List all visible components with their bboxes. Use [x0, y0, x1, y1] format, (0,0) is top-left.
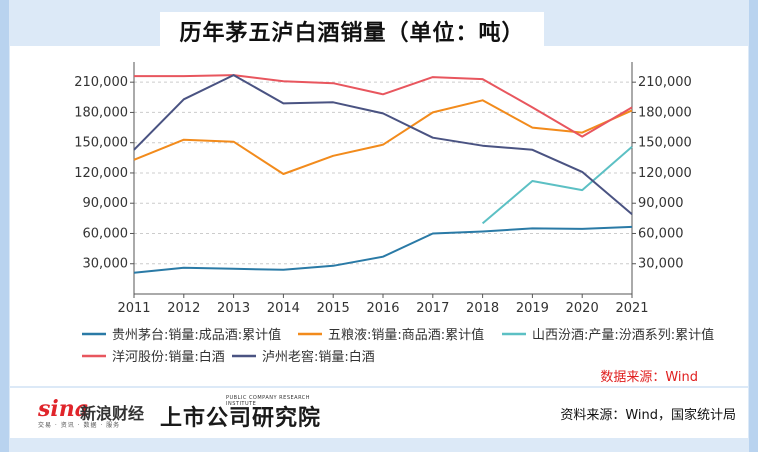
series-line-1 — [133, 225, 633, 274]
legend-label-1: 贵州茅台:销量:成品酒:累计值 — [112, 327, 281, 343]
y-tick-label-right: 60,000 — [638, 226, 684, 241]
y-tick-label-right: 210,000 — [638, 75, 692, 90]
y-tick-label-left: 120,000 — [74, 166, 128, 181]
y-tick-label-right: 120,000 — [638, 166, 692, 181]
series-line-2 — [133, 99, 633, 175]
x-tick-label: 2017 — [416, 301, 449, 316]
y-tick-label-left: 180,000 — [74, 105, 128, 120]
footer: sina 新浪财经 交易 · 资讯 · 数据 · 服务 PUBLIC COMPA… — [10, 388, 748, 438]
y-tick-label-right: 30,000 — [638, 257, 684, 272]
series-line-4 — [134, 74, 633, 138]
research-logo-name: 上市公司研究院 — [160, 405, 322, 431]
x-tick-label: 2015 — [317, 301, 350, 316]
series-line-5 — [133, 74, 633, 216]
sina-logo-mark: sina — [38, 396, 89, 422]
y-tick-label-left: 210,000 — [74, 75, 128, 90]
chart-panel: 30,000 30,000 60,000 60,000 90,000 90,000 120,… — [10, 46, 748, 386]
x-tick-label: 2020 — [566, 301, 599, 316]
y-tick-label-left: 150,000 — [74, 136, 128, 151]
y-tick-label-left: 30,000 — [83, 257, 129, 272]
sina-logo-subtitle: 交易 · 资讯 · 数据 · 服务 — [38, 422, 121, 429]
x-tick-label: 2019 — [516, 301, 549, 316]
x-tick-label: 2013 — [217, 301, 250, 316]
chart-title: 历年茅五泸白酒销量（单位：吨） — [160, 12, 544, 50]
x-tick-label: 2014 — [267, 301, 300, 316]
y-tick-label-right: 90,000 — [638, 196, 684, 211]
y-tick-label-left: 60,000 — [83, 226, 129, 241]
legend-label-4: 洋河股份:销量:白酒 — [112, 349, 225, 365]
chart-source-note: 数据来源：Wind — [600, 370, 698, 385]
x-tick-label: 2012 — [167, 301, 200, 316]
y-tick-label-right: 180,000 — [638, 105, 692, 120]
research-logo-subtitle: PUBLIC COMPANY RESEARCH INSTITUTE — [226, 395, 311, 407]
x-tick-label: 2021 — [615, 301, 648, 316]
sina-finance-logo: sina 新浪财经 交易 · 资讯 · 数据 · 服务 — [38, 396, 158, 430]
series-line-3 — [481, 145, 633, 225]
legend-label-2: 五粮液:销量:商品酒:累计值 — [328, 327, 484, 343]
footer-source-note: 资料来源：Wind，国家统计局 — [560, 408, 736, 423]
sina-logo-name: 新浪财经 — [80, 404, 145, 423]
legend-label-5: 泸州老窖:销量:白酒 — [262, 349, 375, 365]
x-tick-label: 2016 — [366, 301, 399, 316]
line-chart: 30,000 30,000 60,000 60,000 90,000 90,000 120,… — [74, 62, 714, 365]
y-tick-label-right: 150,000 — [638, 136, 692, 151]
y-tick-label-left: 90,000 — [83, 196, 129, 211]
legend-label-3: 山西汾酒:产量:汾酒系列:累计值 — [532, 327, 714, 343]
research-institute-logo: PUBLIC COMPANY RESEARCH INSTITUTE 上市公司研究… — [160, 394, 340, 431]
x-tick-label: 2011 — [117, 301, 150, 316]
x-tick-label: 2018 — [466, 301, 499, 316]
